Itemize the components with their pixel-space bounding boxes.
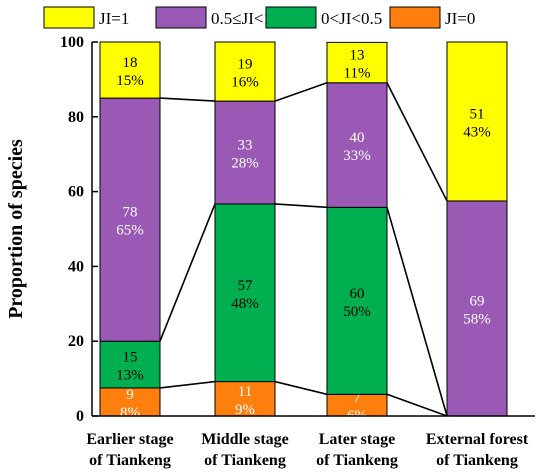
legend-swatch [389,6,441,29]
x-tick-label: Earlier stage [86,431,173,448]
connector-line [159,97,216,102]
data-label-percent: 48% [231,296,259,312]
y-axis-label: Proportion of species [5,139,27,319]
bar-segment [214,381,276,417]
legend-label: JI=1 [99,9,129,28]
x-tick-label: of Tiankeng [89,452,171,469]
legend-label: JI=0 [445,9,475,28]
bar-segment [326,41,388,84]
bar-segment [214,100,276,205]
connector-line [386,393,448,417]
bar-segment [99,340,161,389]
connector-line [386,82,448,202]
y-tick-label: 60 [68,184,84,201]
bar-segment [99,41,161,99]
bar-segment [326,82,388,208]
bar-segment [99,97,161,342]
data-label-count: 9 [126,387,134,403]
x-tick-label: Middle stage [201,431,289,448]
data-label-percent: 8% [120,405,140,421]
data-label-percent: 33% [343,148,371,164]
y-tick-label: 100 [60,34,84,51]
bar-segment [214,203,276,383]
data-label-count: 51 [470,106,485,122]
bar-segment [326,206,388,395]
legend-item: JI=1 [43,6,129,29]
legend-item: 0<JI<0.5 [265,6,382,29]
connector-lines [159,82,448,417]
data-label-count: 7 [353,390,361,406]
data-label-count: 57 [238,278,254,294]
connector-line [386,207,448,417]
legend-item: JI=0 [389,6,475,29]
connector-line [159,203,216,342]
data-label-percent: 16% [231,75,259,91]
data-label-count: 40 [350,130,365,146]
connector-line [274,203,328,209]
data-label-count: 60 [350,286,365,302]
data-label-percent: 11% [344,66,371,82]
data-label-percent: 50% [343,304,371,320]
legend-label: 0<JI<0.5 [321,9,382,28]
data-label-count: 11 [238,384,252,400]
data-label-percent: 65% [116,223,144,239]
data-label-count: 18 [123,55,138,71]
y-tick-label: 0 [76,408,84,425]
x-tick-label: Later stage [319,431,396,448]
legend-item: 0.5≤JI<1 [155,6,272,29]
x-tick-label: of Tiankeng [316,452,398,469]
x-tick-label: of Tiankeng [204,452,286,469]
y-tick-label: 40 [68,258,84,275]
data-label-percent: 58% [463,311,491,327]
data-label-count: 13 [350,48,365,64]
data-label-count: 33 [238,138,253,154]
data-label-percent: 13% [116,368,144,384]
legend: JI=1 0.5≤JI<1 0<JI<0.5 JI=0 [43,6,475,29]
y-tick-label: 80 [68,109,84,126]
x-tick-label: of Tiankeng [436,452,518,469]
bar-segment [446,41,508,202]
connector-line [274,82,328,102]
bars: 98%119%76%00%1513%5748%6050%7865%3328%40… [99,41,508,424]
data-label-percent: 15% [116,73,144,89]
data-label-percent: 9% [235,402,255,418]
connector-line [159,380,216,389]
data-label-count: 19 [238,57,253,73]
legend-swatch [43,6,95,29]
data-label-count: 69 [470,293,485,309]
bar-segment [446,200,508,417]
x-tick-label: External forest [426,431,529,448]
data-label-count: 78 [123,205,138,221]
data-label-percent: 43% [463,124,491,140]
axes: 0 20 40 60 80 100 Proportion of species Earlier… [5,34,535,469]
data-label-count: 15 [123,350,138,366]
legend-label: 0.5≤JI<1 [211,9,272,28]
legend-swatch [265,6,317,29]
y-tick-label: 20 [68,333,84,350]
legend-swatch [155,6,207,29]
bar-segment [99,387,161,417]
connector-line [274,380,328,396]
data-label-percent: 28% [231,156,259,172]
bar-segment [214,41,276,102]
